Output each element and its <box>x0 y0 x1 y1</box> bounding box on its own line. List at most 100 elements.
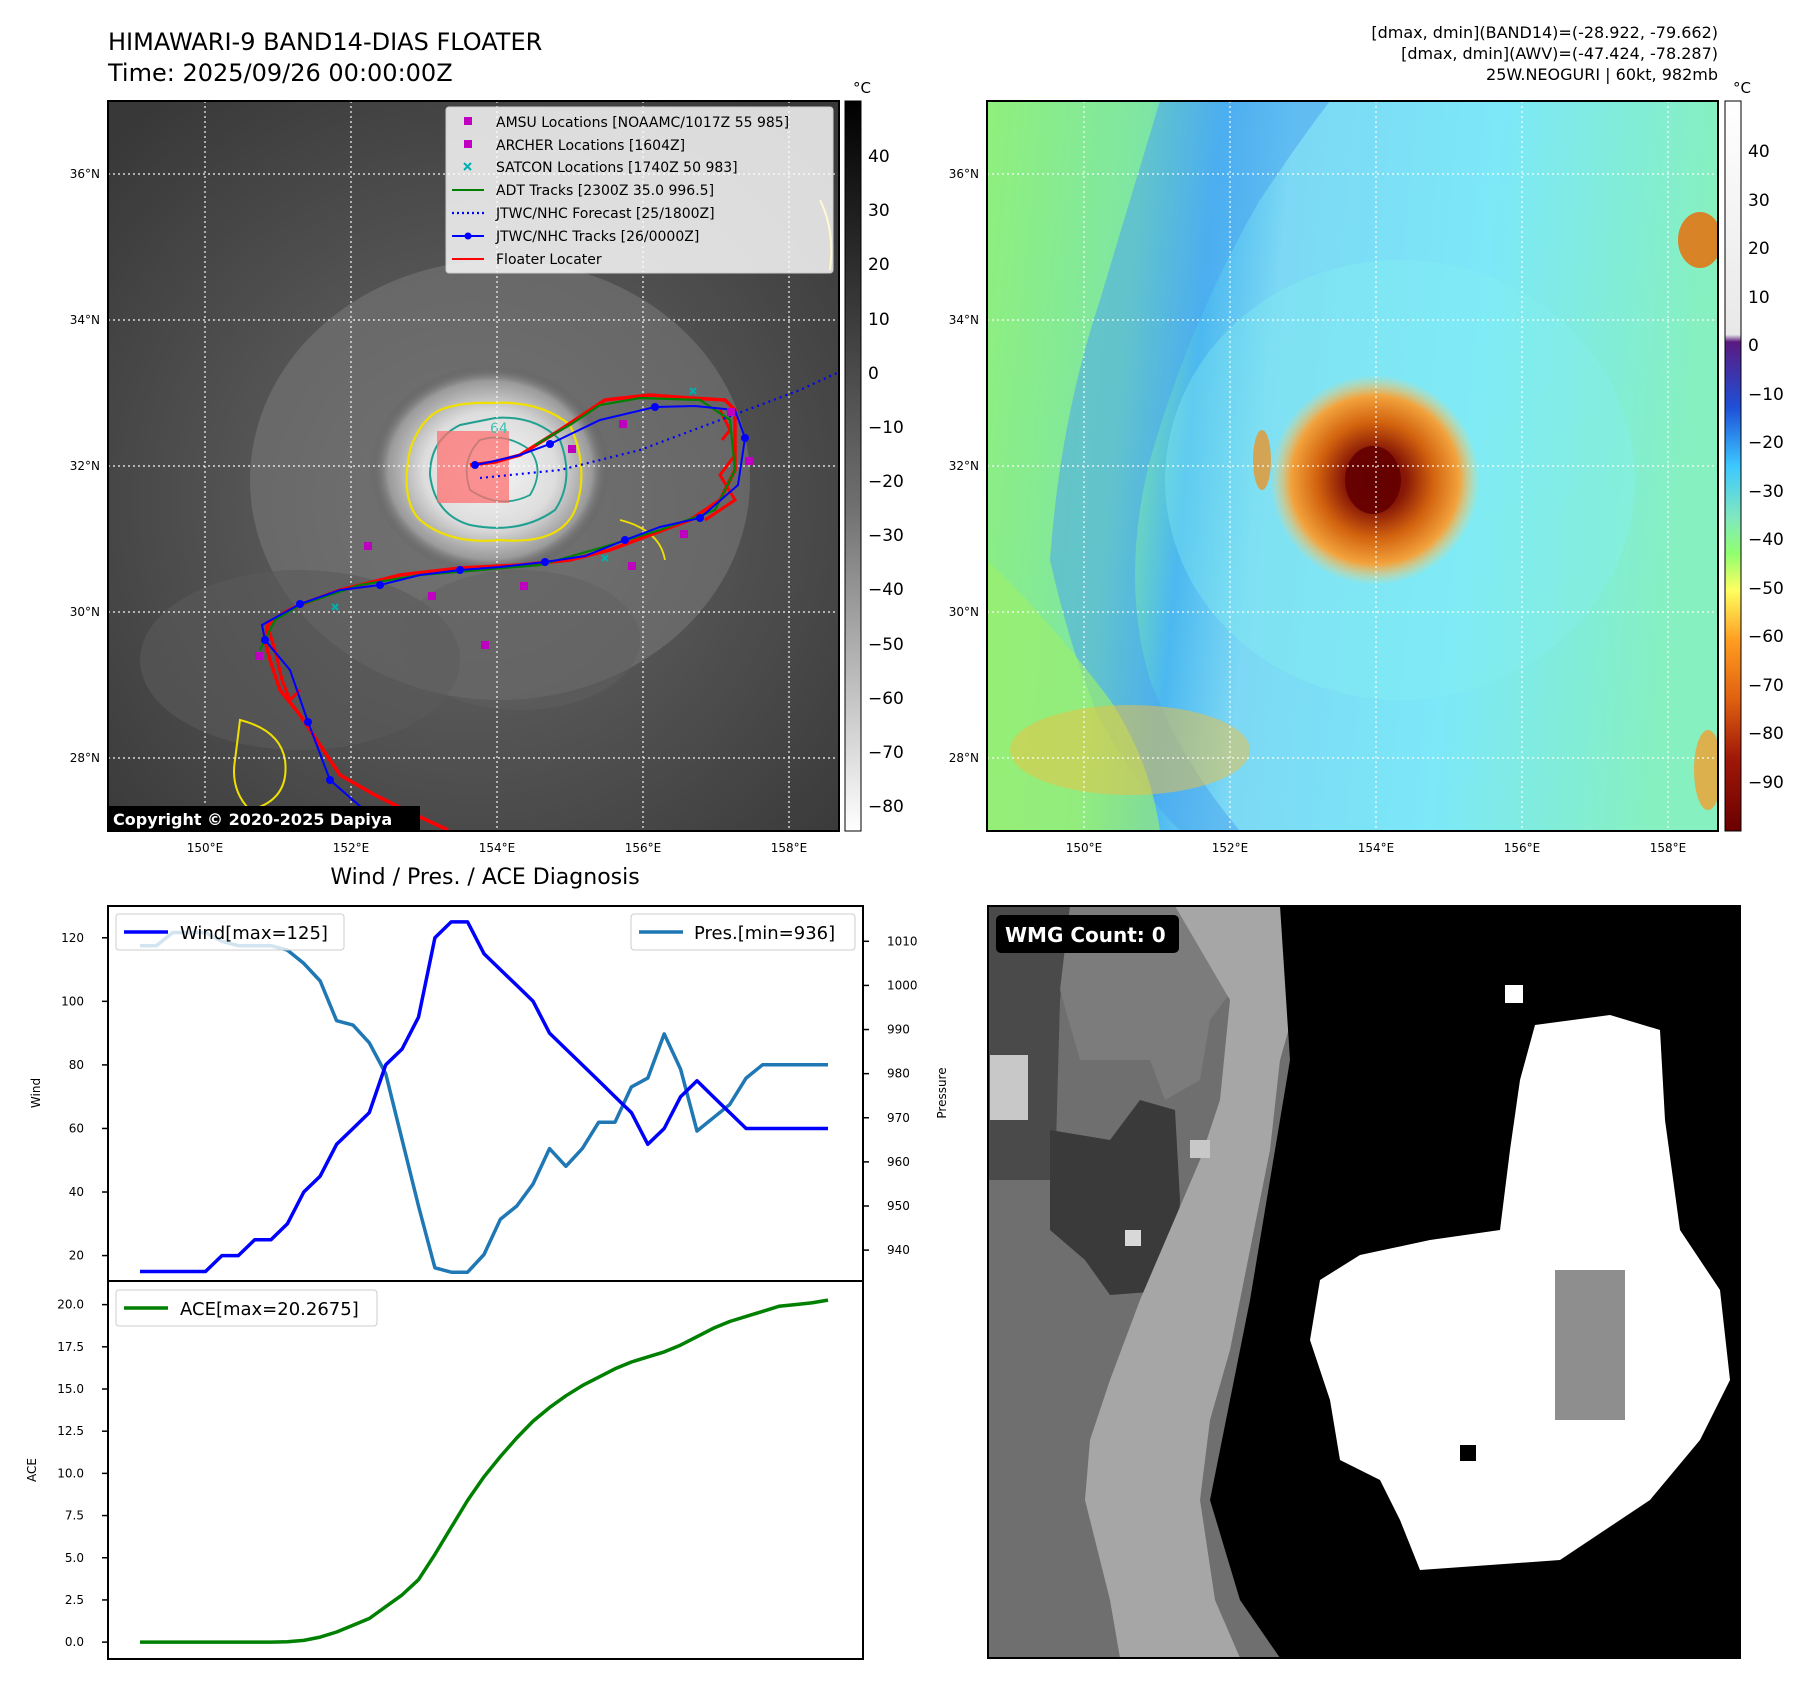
lon-tick: 152°E <box>1212 841 1249 855</box>
lon-tick: 156°E <box>625 841 662 855</box>
legend-item: ADT Tracks [2300Z 35.0 996.5] <box>496 183 714 199</box>
colorbar-tick: −10 <box>1748 385 1784 405</box>
wind-tick-label: 40 <box>69 1185 84 1199</box>
lat-tick: 34°N <box>70 313 100 327</box>
wind-tick-label: 120 <box>61 931 84 945</box>
wind-axis-label: Wind <box>29 1078 43 1108</box>
lon-tick: 152°E <box>333 841 370 855</box>
lon-tick: 158°E <box>771 841 808 855</box>
colorbar-tick: −70 <box>868 743 904 763</box>
ace-tick-label: 20.0 <box>57 1298 84 1312</box>
lat-tick: 32°N <box>70 459 100 473</box>
colorbar-tick: −20 <box>1748 433 1784 453</box>
ace-tick-label: 17.5 <box>57 1340 84 1354</box>
lat-tick: 30°N <box>949 605 979 619</box>
pressure-tick-label: 1000 <box>887 978 918 992</box>
band14-lat-ticks: 36°N 34°N 32°N 30°N 28°N <box>70 167 100 765</box>
wind-pressure-chart: 20 40 60 80 100 120 940 950 960 970 980 990 1000 1010… <box>29 905 949 1282</box>
colorbar-tick: −60 <box>1748 627 1784 647</box>
ace-legend: ACE[max=20.2675] <box>115 1289 378 1327</box>
lon-tick: 154°E <box>1358 841 1395 855</box>
lat-tick: 36°N <box>70 167 100 181</box>
colorbar-tick: 30 <box>1748 191 1770 211</box>
colorbar-tick: 40 <box>868 147 890 167</box>
colorbar-band14: °C 40 30 20 10 0 −10 −20 −30 −40 −50 −60… <box>844 79 904 832</box>
band14-frame <box>107 100 840 832</box>
diagnosis-title: Wind / Pres. / ACE Diagnosis <box>330 865 639 890</box>
colorbar-tick: −40 <box>1748 530 1784 550</box>
lat-tick: 28°N <box>949 751 979 765</box>
colorbar-tick: −20 <box>868 472 904 492</box>
lon-tick: 156°E <box>1504 841 1541 855</box>
ace-tick-label: 15.0 <box>57 1382 84 1396</box>
wind-tick-label: 80 <box>69 1058 84 1072</box>
legend-item: AMSU Locations [NOAAMC/1017Z 55 985] <box>496 115 789 131</box>
ace-tick-label: 5.0 <box>65 1551 84 1565</box>
lon-tick: 150°E <box>187 841 224 855</box>
title-line-2: Time: 2025/09/26 00:00:00Z <box>107 59 453 87</box>
lon-tick: 154°E <box>479 841 516 855</box>
wmg-count: WMG Count: 0 <box>1005 923 1166 947</box>
pressure-tick-label: 950 <box>887 1199 910 1213</box>
legend-item: JTWC/NHC Forecast [25/1800Z] <box>495 206 715 222</box>
pressure-tick-label: 990 <box>887 1023 910 1037</box>
awv-lon-ticks: 150°E 152°E 154°E 156°E 158°E <box>1066 841 1687 855</box>
colorbar-tick: 30 <box>868 201 890 221</box>
lat-tick: 30°N <box>70 605 100 619</box>
title-line-1: HIMAWARI-9 BAND14-DIAS FLOATER <box>108 28 542 56</box>
awv-lat-ticks: 36°N 34°N 32°N 30°N 28°N <box>949 167 979 765</box>
pressure-legend-label: Pres.[min=936] <box>694 923 835 944</box>
lon-tick: 158°E <box>1650 841 1687 855</box>
colorbar-unit: °C <box>853 79 871 97</box>
ace-series-line <box>140 1298 829 1644</box>
lat-tick: 34°N <box>949 313 979 327</box>
wmg-panel: WMG Count: 0 <box>988 906 1740 1658</box>
wmg-frame <box>987 905 1741 1659</box>
pressure-series-line <box>140 930 828 1274</box>
lat-tick: 36°N <box>949 167 979 181</box>
copyright: Copyright © 2020-2025 Dapiya <box>113 810 392 829</box>
contour-label: 64 <box>490 421 508 437</box>
colorbar-awv: °C 40 30 20 10 0 −10 −20 −30 −40 −50 −60… <box>1724 79 1784 832</box>
colorbar-tick: 0 <box>1748 336 1759 356</box>
legend-item: JTWC/NHC Tracks [26/0000Z] <box>495 229 699 245</box>
ace-tick-label: 12.5 <box>57 1424 84 1438</box>
lon-tick: 150°E <box>1066 841 1103 855</box>
legend-item: ARCHER Locations [1604Z] <box>496 138 685 154</box>
colorbar-tick: 40 <box>1748 142 1770 162</box>
colorbar-tick: 20 <box>868 255 890 275</box>
colorbar-tick: −80 <box>1748 724 1784 744</box>
wind-series-line <box>140 920 828 1274</box>
wind-tick-label: 100 <box>61 994 84 1008</box>
colorbar-tick: −10 <box>868 418 904 438</box>
colorbar-tick: 20 <box>1748 239 1770 259</box>
legend-item: Floater Locater <box>496 252 602 268</box>
ace-tick-label: 2.5 <box>65 1593 84 1607</box>
pressure-tick-label: 940 <box>887 1243 910 1257</box>
colorbar-tick: 0 <box>868 364 879 384</box>
pressure-legend: Pres.[min=936] <box>630 913 856 951</box>
pressure-tick-label: 960 <box>887 1155 910 1169</box>
colorbar-tick: −30 <box>868 526 904 546</box>
pressure-tick-label: 970 <box>887 1111 910 1125</box>
wind-legend-label: Wind[max=125] <box>180 923 328 944</box>
lat-tick: 32°N <box>949 459 979 473</box>
pressure-axis-label: Pressure <box>935 1067 949 1118</box>
legend-item: SATCON Locations [1740Z 50 983] <box>496 160 738 176</box>
colorbar-tick: −70 <box>1748 676 1784 696</box>
colorbar-tick: 10 <box>868 310 890 330</box>
ace-tick-label: 10.0 <box>57 1466 84 1480</box>
lat-tick: 28°N <box>70 751 100 765</box>
colorbar-unit: °C <box>1733 79 1751 97</box>
ace-tick-label: 0.0 <box>65 1635 84 1649</box>
colorbar-tick: −90 <box>1748 773 1784 793</box>
awv-map <box>987 101 1718 831</box>
info-line-1: [dmax, dmin](BAND14)=(-28.922, -79.662) <box>1371 23 1718 42</box>
colorbar-tick: −50 <box>1748 579 1784 599</box>
colorbar-tick: −40 <box>868 580 904 600</box>
wind-tick-label: 20 <box>69 1249 84 1263</box>
info-line-3: 25W.NEOGURI | 60kt, 982mb <box>1486 65 1718 84</box>
wind-legend: Wind[max=125] <box>115 913 345 951</box>
band14-lon-ticks: 150°E 152°E 154°E 156°E 158°E <box>187 841 808 855</box>
